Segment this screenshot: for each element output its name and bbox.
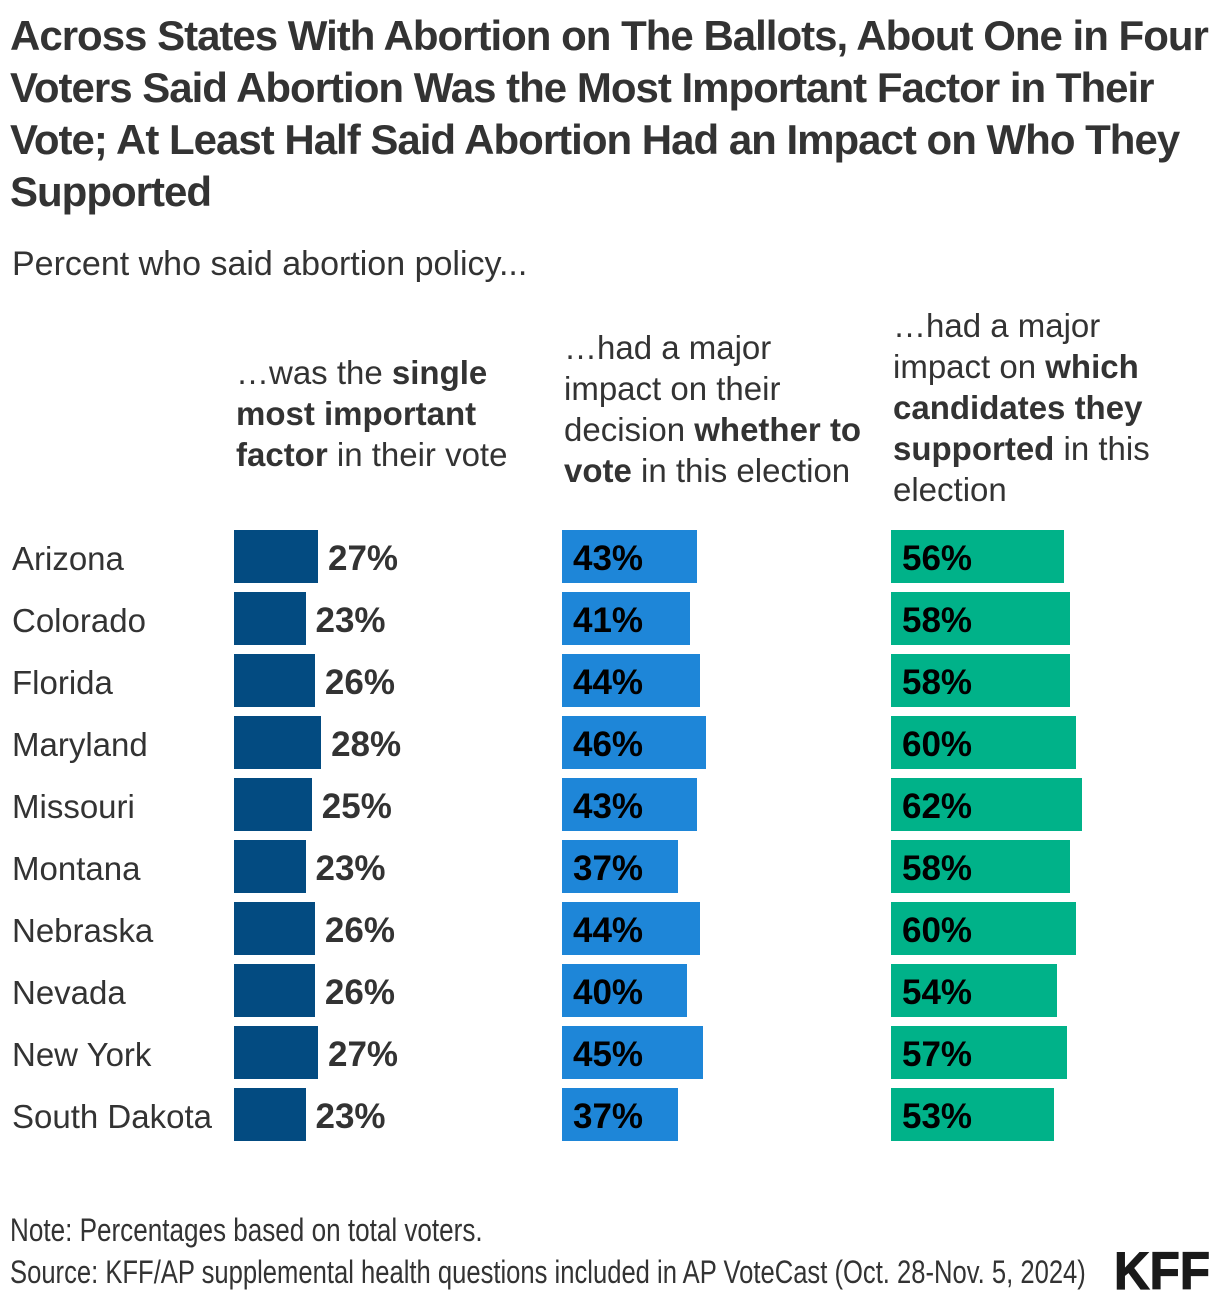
svg-text:KFF: KFF — [1114, 1246, 1210, 1296]
